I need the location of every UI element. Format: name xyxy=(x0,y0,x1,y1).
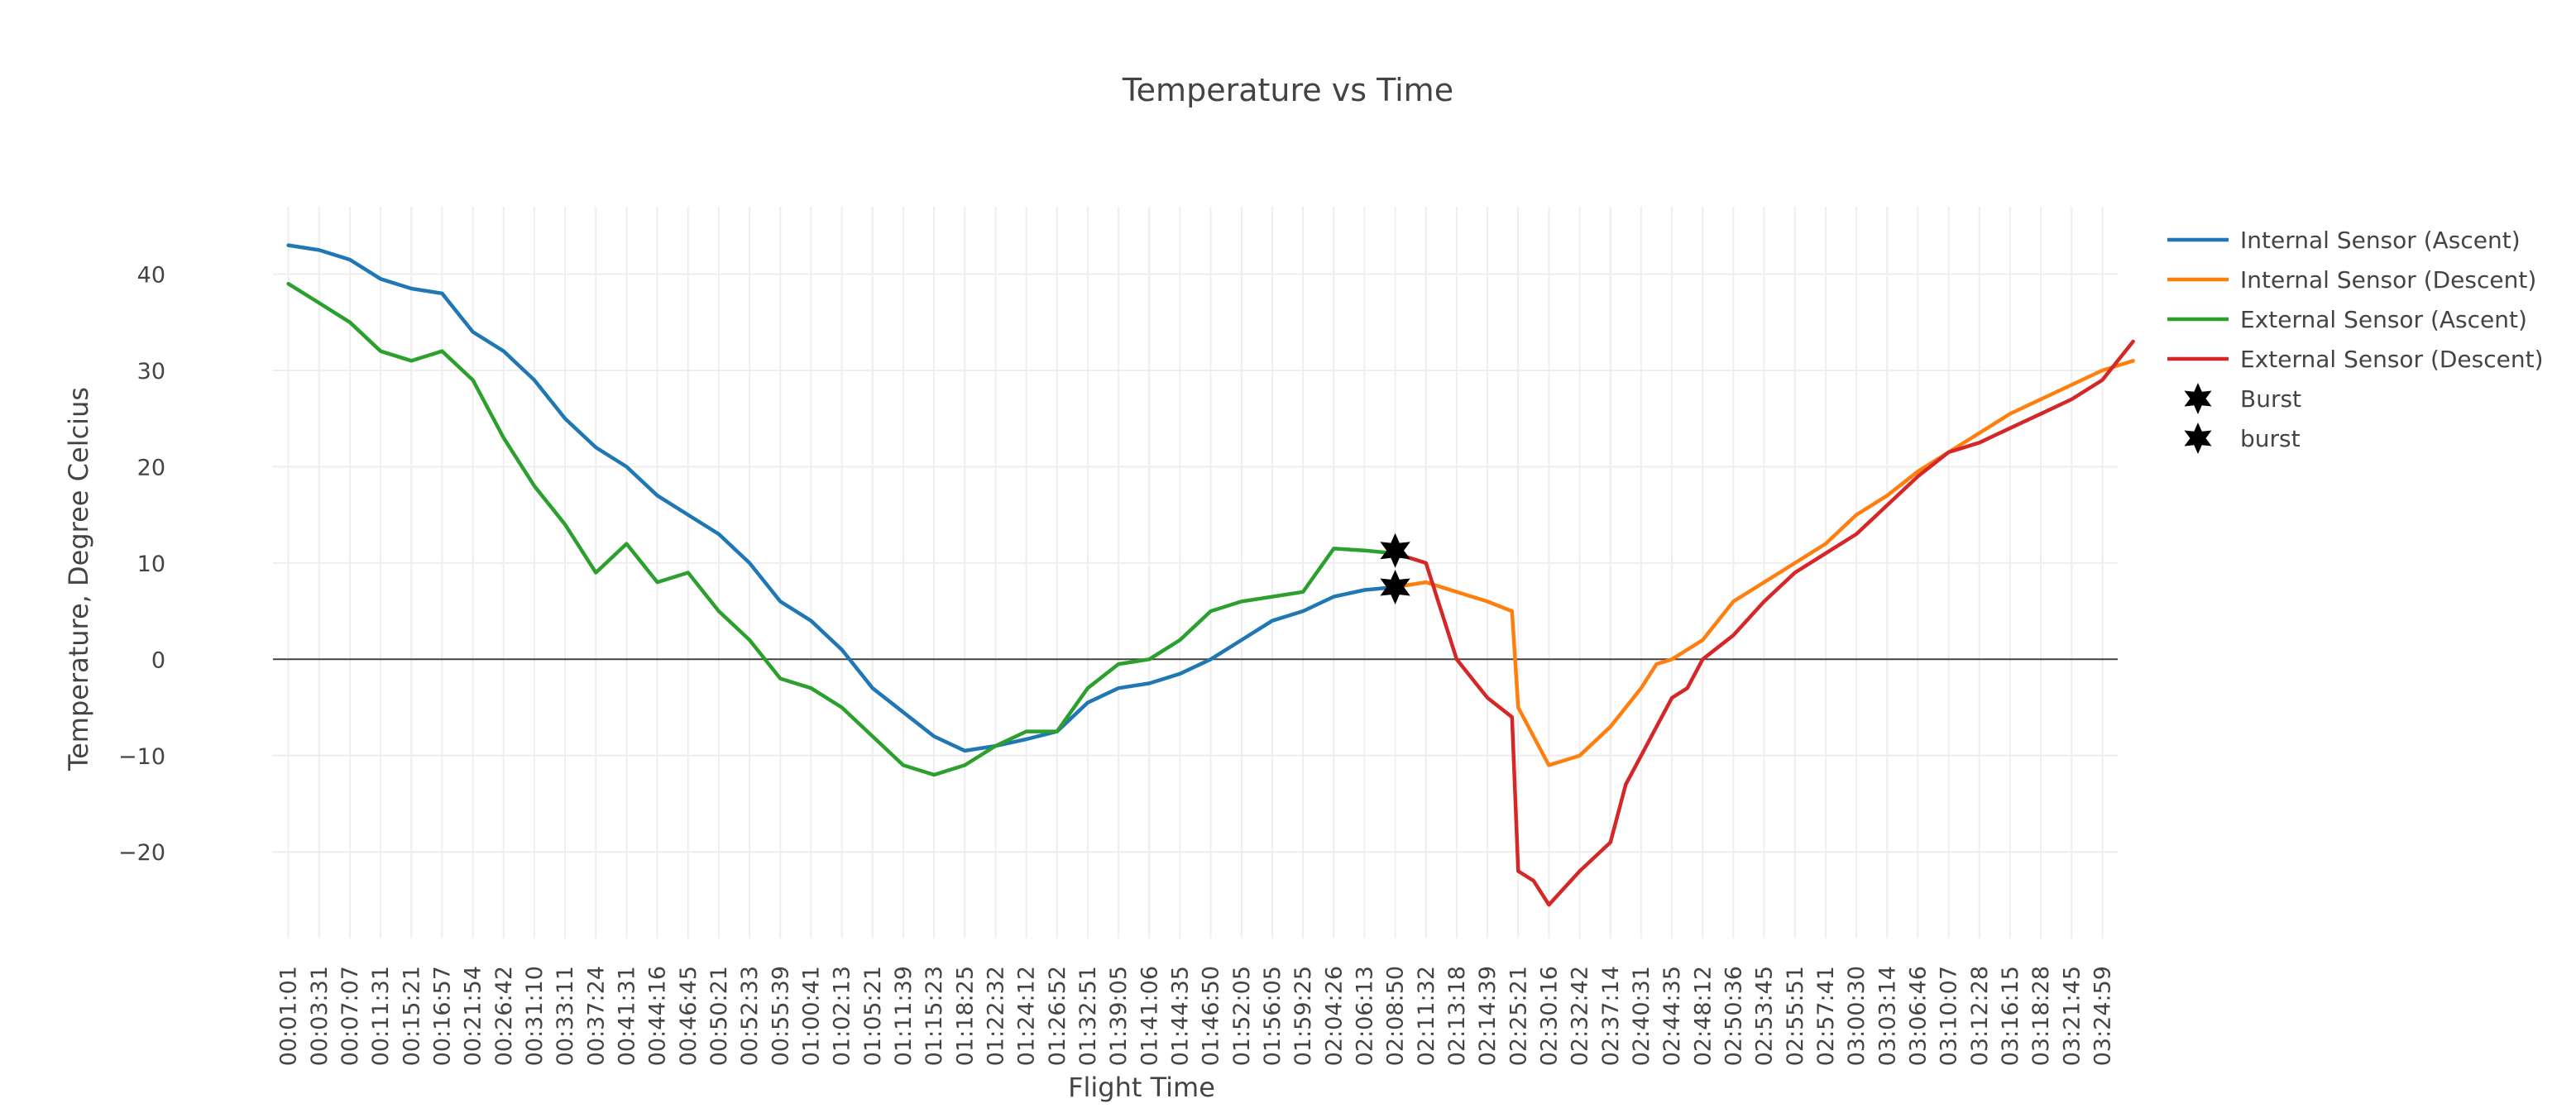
x-tick-label: 02:30:16 xyxy=(1536,966,1562,1066)
x-tick-label: 01:05:21 xyxy=(860,966,886,1066)
x-tick-label: 00:33:11 xyxy=(553,966,578,1066)
y-axis-title: Temperature, Degree Celcius xyxy=(63,387,94,771)
legend-marker xyxy=(2184,423,2212,454)
x-tick-label: 00:31:10 xyxy=(522,966,548,1066)
x-tick-label: 03:00:30 xyxy=(1844,966,1870,1066)
x-tick-label: 02:06:13 xyxy=(1352,966,1377,1066)
x-tick-label: 00:44:16 xyxy=(645,966,671,1066)
x-tick-label: 02:11:32 xyxy=(1414,966,1439,1066)
x-tick-label: 02:32:42 xyxy=(1568,966,1593,1066)
x-tick-label: 01:39:05 xyxy=(1106,966,1132,1066)
x-tick-label: 02:44:35 xyxy=(1659,966,1685,1066)
y-tick-label: −10 xyxy=(118,744,165,770)
x-tick-label: 01:15:23 xyxy=(922,966,947,1066)
x-tick-label: 01:18:25 xyxy=(952,966,978,1066)
x-tick-label: 01:46:50 xyxy=(1199,966,1224,1066)
x-tick-label: 01:56:05 xyxy=(1260,966,1286,1066)
x-tick-label: 00:21:54 xyxy=(461,966,486,1066)
legend-label: External Sensor (Descent) xyxy=(2240,346,2544,373)
x-tick-label: 03:18:28 xyxy=(2028,966,2054,1066)
x-tick-label: 01:44:35 xyxy=(1167,966,1193,1066)
x-tick-label: 00:37:24 xyxy=(583,966,609,1066)
y-tick-label: 30 xyxy=(137,359,165,385)
y-tick-label: 0 xyxy=(151,647,165,673)
x-tick-label: 03:21:45 xyxy=(2059,966,2085,1066)
x-tick-label: 00:46:45 xyxy=(676,966,701,1066)
x-tick-label: 02:50:36 xyxy=(1721,966,1746,1066)
x-tick-labels: 00:01:01 00:03:31 00:07:07 00:11:31 00:15:21… xyxy=(276,966,2116,1066)
grid-layer xyxy=(273,207,2118,939)
series-line-1 xyxy=(1393,359,2135,767)
x-tick-label: 00:11:31 xyxy=(368,966,394,1066)
x-tick-label: 01:59:25 xyxy=(1290,966,1316,1066)
x-tick-label: 01:26:52 xyxy=(1045,966,1070,1066)
x-tick-label: 01:00:41 xyxy=(798,966,824,1066)
marker-layer xyxy=(1380,533,1410,604)
x-axis-title: Flight Time xyxy=(1068,1072,1215,1103)
legend-label: Internal Sensor (Ascent) xyxy=(2240,227,2521,254)
x-tick-label: 02:13:18 xyxy=(1444,966,1470,1066)
x-tick-label: 01:32:51 xyxy=(1075,966,1101,1066)
chart-title: Temperature vs Time xyxy=(1122,72,1453,108)
x-tick-label: 01:02:13 xyxy=(830,966,855,1066)
x-tick-label: 02:55:51 xyxy=(1783,966,1808,1066)
series-line-0 xyxy=(286,243,1397,753)
x-tick-label: 02:25:21 xyxy=(1506,966,1531,1066)
x-tick-label: 02:57:41 xyxy=(1813,966,1839,1066)
series-line-2 xyxy=(286,281,1397,777)
x-tick-label: 00:03:31 xyxy=(307,966,333,1066)
legend-label: External Sensor (Ascent) xyxy=(2240,306,2527,333)
x-tick-label: 03:16:15 xyxy=(1998,966,2023,1066)
x-tick-label: 00:50:21 xyxy=(706,966,732,1066)
x-tick-label: 00:52:33 xyxy=(737,966,763,1066)
legend-marker xyxy=(2184,383,2212,414)
x-tick-label: 00:41:31 xyxy=(614,966,639,1066)
x-tick-label: 01:52:05 xyxy=(1229,966,1255,1066)
series-layer xyxy=(286,243,2135,907)
x-tick-label: 02:08:50 xyxy=(1383,966,1409,1066)
y-tick-label: −20 xyxy=(118,840,165,866)
burst-marker xyxy=(1380,570,1410,604)
burst-marker xyxy=(1380,533,1410,568)
x-tick-label: 00:15:21 xyxy=(399,966,424,1066)
x-tick-label: 02:37:14 xyxy=(1598,966,1624,1066)
x-tick-label: 01:41:06 xyxy=(1137,966,1162,1066)
y-tick-label: 40 xyxy=(137,263,165,289)
legend-label: Burst xyxy=(2240,385,2301,413)
x-tick-label: 02:48:12 xyxy=(1690,966,1716,1066)
x-tick-label: 03:12:28 xyxy=(1967,966,1993,1066)
legend-label: Internal Sensor (Descent) xyxy=(2240,266,2536,294)
x-tick-label: 00:01:01 xyxy=(276,966,302,1066)
x-tick-label: 02:53:45 xyxy=(1752,966,1778,1066)
x-tick-label: 00:07:07 xyxy=(338,966,363,1066)
x-tick-label: 00:55:39 xyxy=(768,966,793,1066)
y-tick-labels: −20 −10 0 10 20 30 40 xyxy=(118,263,165,867)
x-tick-label: 00:16:57 xyxy=(429,966,455,1066)
series-line-3 xyxy=(1393,339,2135,907)
x-tick-label: 02:14:39 xyxy=(1475,966,1501,1066)
x-tick-label: 01:11:39 xyxy=(891,966,917,1066)
legend-label: burst xyxy=(2240,425,2301,452)
x-tick-label: 01:22:32 xyxy=(983,966,1008,1066)
x-tick-label: 03:03:14 xyxy=(1875,966,1900,1066)
x-tick-label: 02:40:31 xyxy=(1629,966,1654,1066)
x-tick-label: 01:24:12 xyxy=(1014,966,1040,1066)
x-tick-label: 03:24:59 xyxy=(2090,966,2115,1066)
x-tick-label: 02:04:26 xyxy=(1321,966,1347,1066)
y-tick-label: 10 xyxy=(137,552,165,577)
y-tick-label: 20 xyxy=(137,455,165,480)
legend: Internal Sensor (Ascent) Internal Sensor … xyxy=(2167,227,2544,454)
x-tick-label: 00:26:42 xyxy=(491,966,517,1066)
x-tick-label: 03:10:07 xyxy=(1937,966,1962,1066)
x-tick-label: 03:06:46 xyxy=(1905,966,1931,1066)
